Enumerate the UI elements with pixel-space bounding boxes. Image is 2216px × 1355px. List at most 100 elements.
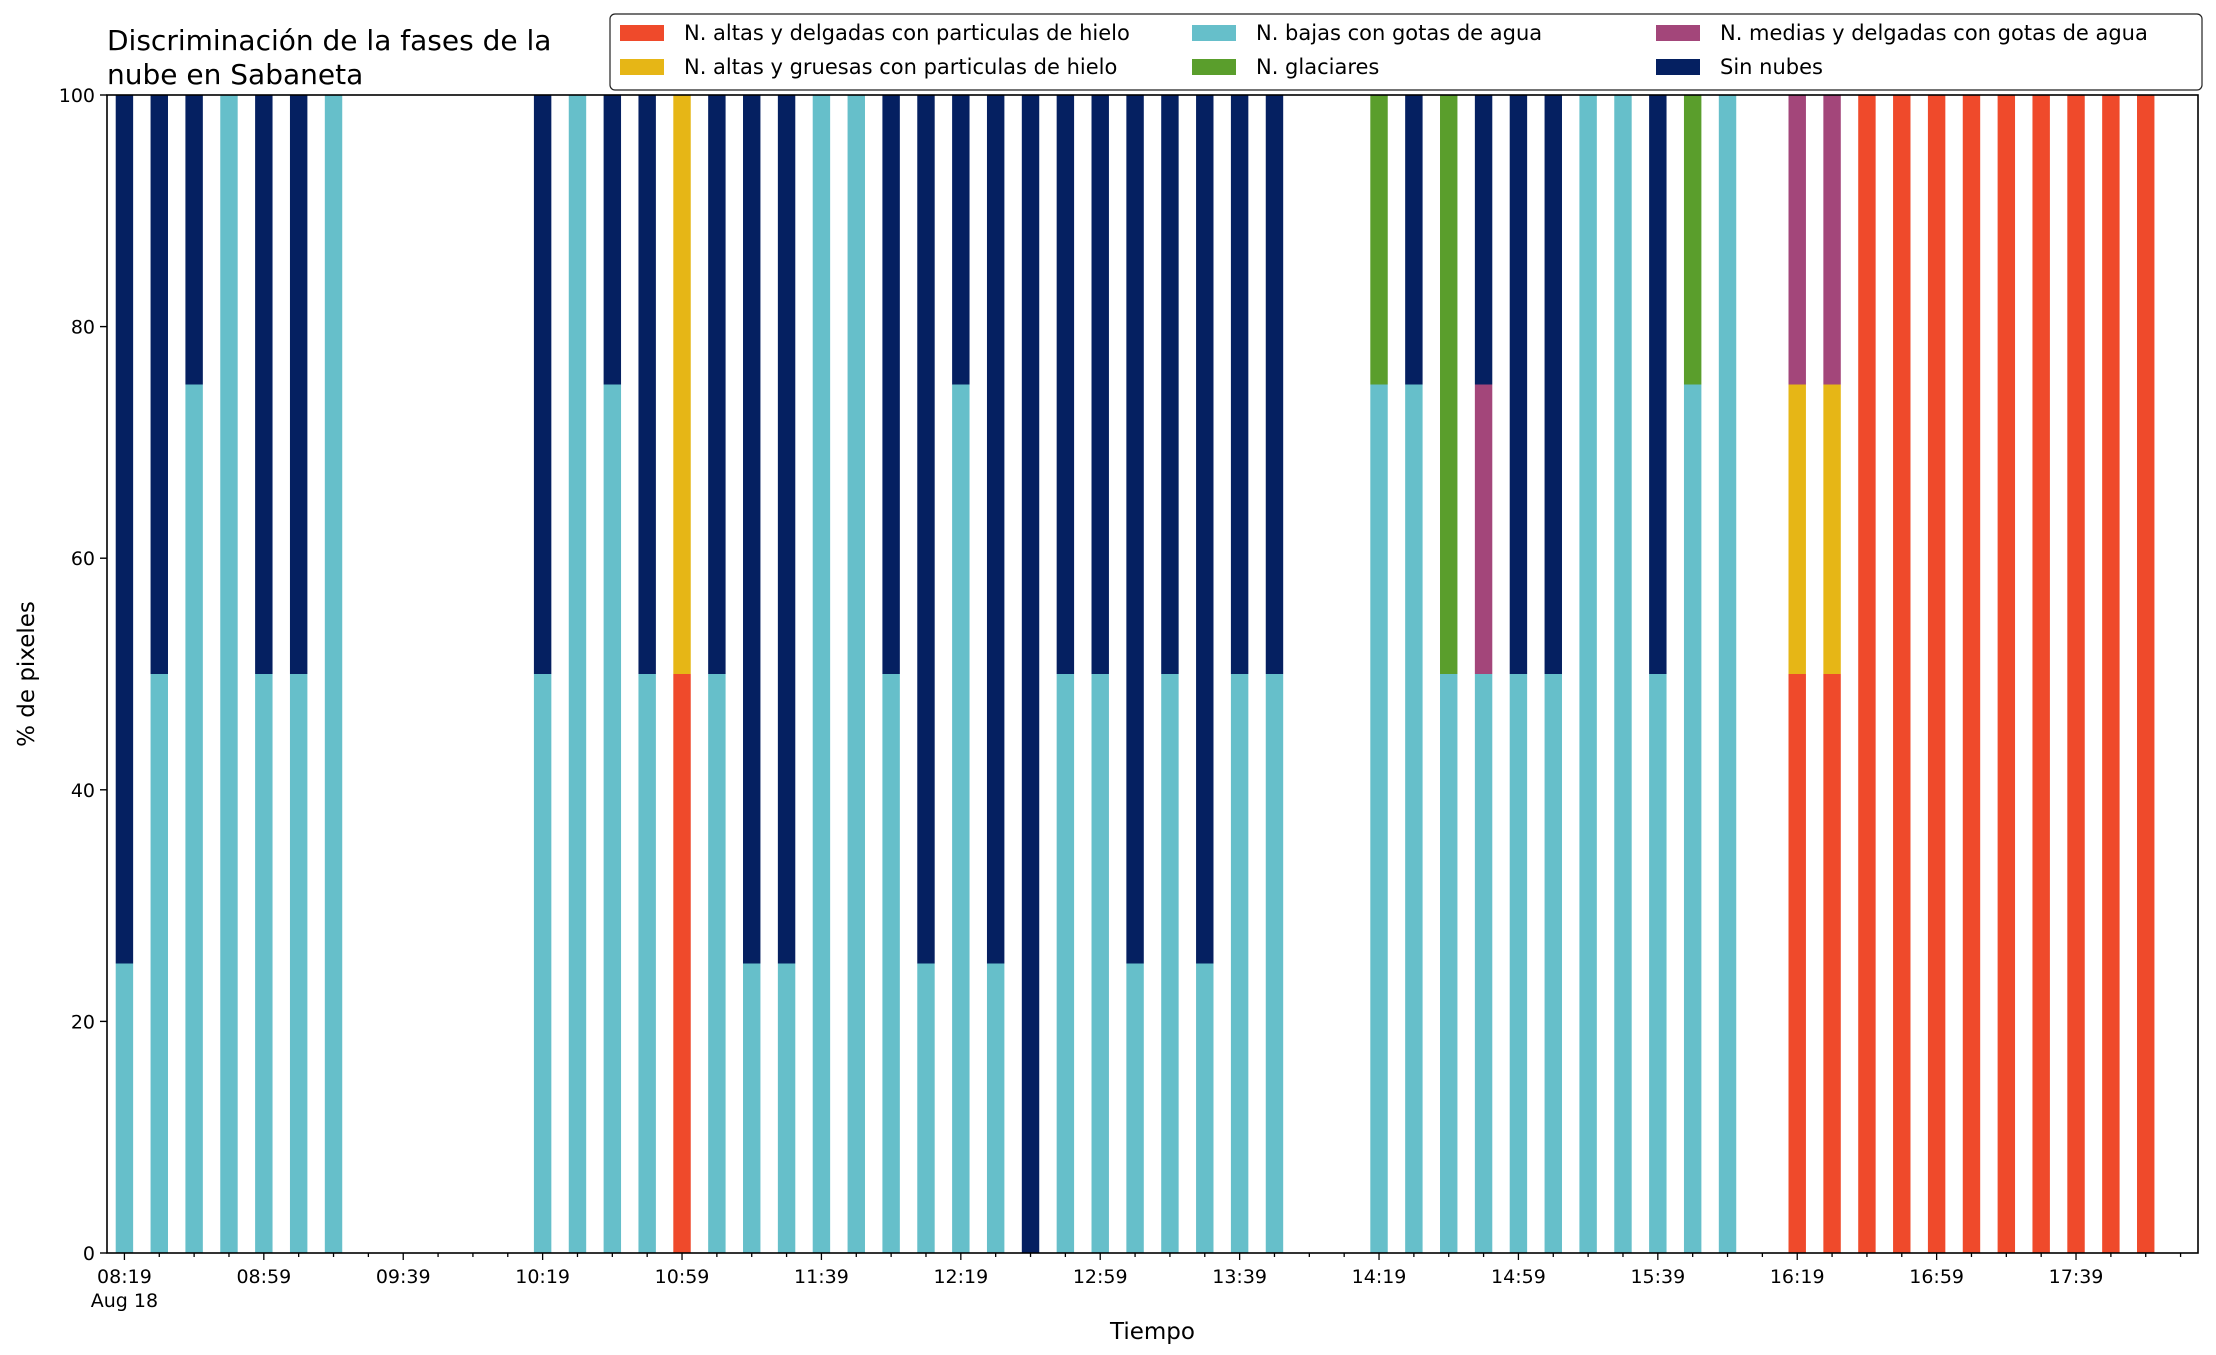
- legend-box: [609, 13, 2203, 91]
- bar-segment: [603, 384, 622, 1253]
- bar-segment: [2032, 95, 2050, 1253]
- x-tick-label: 08:59: [236, 1266, 291, 1288]
- bar-segment: [1788, 674, 1806, 1253]
- bar-segment: [115, 963, 134, 1253]
- bar-segment: [882, 95, 900, 674]
- bar-segment: [708, 95, 726, 674]
- bar-segment: [1544, 674, 1562, 1253]
- x-tick-label: 15:39: [1630, 1266, 1685, 1288]
- bar-segment: [1509, 674, 1528, 1253]
- bar-segment: [952, 384, 970, 1253]
- y-axis-label: % de pixeles: [14, 601, 40, 747]
- bar-segment: [1056, 95, 1075, 674]
- bar-segment: [1997, 95, 2016, 1253]
- y-tick-label: 0: [83, 1243, 95, 1265]
- y-tick-label: 20: [71, 1011, 95, 1033]
- bar-segment: [1579, 95, 1597, 1253]
- bar-segment: [1718, 95, 1737, 1253]
- bar-segment: [1161, 674, 1179, 1253]
- bar-segment: [2067, 95, 2085, 1253]
- bar-segment: [1788, 95, 1806, 385]
- bar-segment: [986, 963, 1005, 1253]
- bar-segment: [917, 963, 935, 1253]
- bar-segment: [638, 95, 656, 674]
- bar-segment: [812, 95, 831, 1253]
- bar-segment: [1614, 95, 1632, 1253]
- y-tick-label: 100: [59, 85, 95, 107]
- legend-swatch: [1656, 59, 1700, 75]
- bar-segment: [1230, 95, 1249, 674]
- x-tick-label: 12:59: [1073, 1266, 1128, 1288]
- bar-segment: [533, 95, 552, 674]
- legend-label: N. altas y delgadas con particulas de hi…: [684, 21, 1130, 45]
- x-tick-label: 11:39: [794, 1266, 849, 1288]
- bars: [115, 95, 2155, 1253]
- bar-segment: [1265, 674, 1284, 1253]
- x-tick-label: 09:39: [376, 1266, 431, 1288]
- y-tick-label: 40: [71, 780, 95, 802]
- bar-segment: [777, 95, 796, 964]
- legend-label: N. altas y gruesas con particulas de hie…: [684, 55, 1117, 79]
- bar-segment: [255, 674, 273, 1253]
- bar-segment: [1405, 384, 1423, 1253]
- x-tick-label: 08:19: [97, 1266, 152, 1288]
- legend-swatch: [1656, 25, 1700, 41]
- bar-segment: [847, 95, 865, 1253]
- bar-segment: [1091, 95, 1109, 674]
- x-tick-label: 16:19: [1770, 1266, 1825, 1288]
- bar-segment: [150, 674, 168, 1253]
- bar-segment: [1405, 95, 1423, 385]
- bar-segment: [1649, 674, 1667, 1253]
- bar-segment: [1474, 95, 1493, 385]
- legend-swatch: [620, 59, 664, 75]
- bar-segment: [1927, 95, 1946, 1253]
- legend-swatch: [620, 25, 664, 41]
- bar-segment: [1823, 95, 1841, 385]
- x-tick-label: 16:59: [1909, 1266, 1964, 1288]
- bar-segment: [289, 674, 308, 1253]
- bar-segment: [1823, 674, 1841, 1253]
- bar-segment: [638, 674, 656, 1253]
- bar-segment: [603, 95, 622, 385]
- bar-segment: [1962, 95, 1981, 1253]
- bar-segment: [1509, 95, 1528, 674]
- bar-segment: [185, 384, 203, 1253]
- y-tick-label: 60: [71, 548, 95, 570]
- x-axis-label: Tiempo: [1109, 1319, 1195, 1345]
- legend-label: N. glaciares: [1256, 55, 1379, 79]
- x-tick-label: 13:39: [1212, 1266, 1267, 1288]
- bar-segment: [673, 95, 691, 674]
- bar-segment: [917, 95, 935, 964]
- bar-segment: [882, 674, 900, 1253]
- x-tick-sublabel: Aug 18: [91, 1290, 158, 1312]
- bar-segment: [324, 95, 343, 1253]
- bar-segment: [1126, 95, 1144, 964]
- plot-frame: [106, 94, 2199, 1254]
- bar-segment: [777, 963, 796, 1253]
- bar-segment: [1544, 95, 1562, 674]
- chart-title-line: nube en Sabaneta: [107, 58, 363, 91]
- bar-segment: [1823, 384, 1841, 674]
- bar-segment: [1196, 95, 1214, 964]
- bar-segment: [1056, 674, 1075, 1253]
- bar-segment: [115, 95, 134, 964]
- x-tick-label: 17:39: [2049, 1266, 2104, 1288]
- legend-swatch: [1192, 59, 1236, 75]
- bar-segment: [986, 95, 1005, 964]
- bar-segment: [673, 674, 691, 1253]
- bar-segment: [952, 95, 970, 385]
- bar-segment: [1683, 95, 1702, 385]
- legend: N. altas y delgadas con particulas de hi…: [609, 13, 2203, 91]
- bar-segment: [1265, 95, 1284, 674]
- bar-segment: [1858, 95, 1876, 1253]
- bar-segment: [1196, 963, 1214, 1253]
- x-tick-label: 10:19: [515, 1266, 570, 1288]
- x-tick-label: 14:19: [1352, 1266, 1407, 1288]
- bar-segment: [2102, 95, 2120, 1253]
- bar-segment: [1788, 384, 1806, 674]
- legend-label: Sin nubes: [1720, 55, 1823, 79]
- bar-segment: [1161, 95, 1179, 674]
- bar-segment: [1474, 674, 1493, 1253]
- bar-segment: [1230, 674, 1249, 1253]
